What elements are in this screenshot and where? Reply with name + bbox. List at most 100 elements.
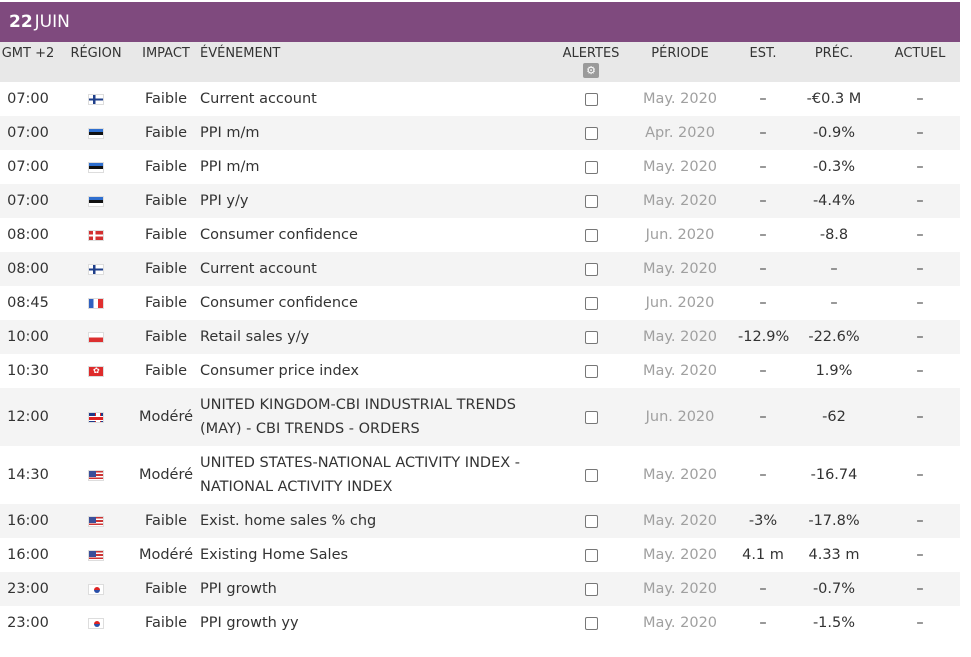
event-region <box>56 446 136 504</box>
alert-checkbox[interactable] <box>584 582 598 596</box>
alert-checkbox[interactable] <box>584 228 598 242</box>
col-header-region[interactable]: RÉGION <box>70 46 122 61</box>
table-row[interactable]: 12:00 Modéré UNITED KINGDOM-CBI INDUSTRIAL… <box>0 388 960 446</box>
event-region <box>56 388 136 446</box>
alert-checkbox[interactable] <box>584 410 598 424</box>
event-previous: -€0.3 M <box>806 91 862 107</box>
event-previous: 4.33 m <box>808 547 860 563</box>
event-alert <box>560 354 622 388</box>
event-alert <box>560 320 622 354</box>
event-actual: – <box>916 193 924 209</box>
event-period: Jun. 2020 <box>645 295 715 311</box>
event-actual: – <box>916 581 924 597</box>
alert-checkbox[interactable] <box>584 92 598 106</box>
flag-us-icon <box>88 469 104 481</box>
event-estimate: -12.9% <box>738 329 790 345</box>
alert-checkbox[interactable] <box>584 548 598 562</box>
table-row[interactable]: 23:00 Faible PPI growth yy May. 2020 – -1.5% – <box>0 606 960 640</box>
event-period: May. 2020 <box>642 581 718 597</box>
event-previous: -22.6% <box>808 329 860 345</box>
date-month: JUIN <box>34 12 70 32</box>
alert-checkbox[interactable] <box>584 468 598 482</box>
flag-fr-icon <box>88 297 104 309</box>
event-previous: -1.5% <box>812 615 856 631</box>
event-actual: – <box>916 363 924 379</box>
event-alert <box>560 150 622 184</box>
alert-checkbox[interactable] <box>584 262 598 276</box>
table-row[interactable]: 16:00 Modéré Existing Home Sales May. 2020 4… <box>0 538 960 572</box>
event-period: Jun. 2020 <box>645 409 715 425</box>
event-period: May. 2020 <box>642 363 718 379</box>
event-actual: – <box>916 615 924 631</box>
flag-fi-icon <box>88 263 104 275</box>
event-region <box>56 82 136 116</box>
table-row[interactable]: 07:00 Faible PPI m/m Apr. 2020 – -0.9% – <box>0 116 960 150</box>
col-header-prev[interactable]: PRÉC. <box>814 46 854 61</box>
alert-checkbox[interactable] <box>584 616 598 630</box>
event-actual: – <box>916 91 924 107</box>
table-row[interactable]: 10:00 Faible Retail sales y/y May. 2020 -12.… <box>0 320 960 354</box>
flag-fi-icon <box>88 93 104 105</box>
event-time: 10:00 <box>7 329 49 345</box>
col-header-impact[interactable]: IMPACT <box>142 46 190 61</box>
col-header-period[interactable]: PÉRIODE <box>651 46 709 61</box>
event-time: 08:45 <box>7 295 49 311</box>
event-region <box>56 116 136 150</box>
alert-checkbox[interactable] <box>584 296 598 310</box>
flag-ee-icon <box>88 161 104 173</box>
event-time: 08:00 <box>7 261 49 277</box>
table-row[interactable]: 14:30 Modéré UNITED STATES-NATIONAL ACTIVI… <box>0 446 960 504</box>
date-day: 22 <box>9 12 33 32</box>
event-estimate: 4.1 m <box>742 547 784 563</box>
flag-us-icon <box>88 549 104 561</box>
event-time: 23:00 <box>7 615 49 631</box>
col-header-est[interactable]: EST. <box>749 46 777 61</box>
event-period: May. 2020 <box>642 513 718 529</box>
event-estimate: – <box>759 125 767 141</box>
alert-checkbox[interactable] <box>584 514 598 528</box>
flag-us-icon <box>88 515 104 527</box>
event-estimate: – <box>759 615 767 631</box>
event-actual: – <box>916 513 924 529</box>
table-row[interactable]: 07:00 Faible PPI y/y May. 2020 – -4.4% – <box>0 184 960 218</box>
table-row[interactable]: 23:00 Faible PPI growth May. 2020 – -0.7% – <box>0 572 960 606</box>
table-row[interactable]: 08:00 Faible Current account May. 2020 – – – <box>0 252 960 286</box>
alert-checkbox[interactable] <box>584 160 598 174</box>
event-actual: – <box>916 409 924 425</box>
event-time: 16:00 <box>7 547 49 563</box>
table-row[interactable]: 10:30 Faible Consumer price index May. 2020… <box>0 354 960 388</box>
event-impact: Modéré <box>138 547 194 563</box>
event-time: 08:00 <box>7 227 49 243</box>
event-alert <box>560 504 622 538</box>
table-row[interactable]: 08:00 Faible Consumer confidence Jun. 2020 –… <box>0 218 960 252</box>
col-header-time[interactable]: GMT +2 <box>1 46 55 61</box>
gear-icon[interactable]: ⚙ <box>583 63 599 78</box>
event-previous: – <box>830 295 838 311</box>
col-header-alerts-label: ALERTES <box>562 46 620 61</box>
col-header-actual[interactable]: ACTUEL <box>894 46 946 61</box>
event-time: 07:00 <box>7 91 49 107</box>
table-row[interactable]: 08:45 Faible Consumer confidence Jun. 2020 –… <box>0 286 960 320</box>
event-time: 07:00 <box>7 193 49 209</box>
alert-checkbox[interactable] <box>584 330 598 344</box>
flag-ee-icon <box>88 127 104 139</box>
table-row[interactable]: 07:00 Faible PPI m/m May. 2020 – -0.3% – <box>0 150 960 184</box>
date-header: 22 JUIN <box>0 2 960 42</box>
event-impact: Faible <box>144 295 188 311</box>
col-header-event[interactable]: ÉVÉNEMENT <box>200 46 281 61</box>
event-region <box>56 286 136 320</box>
table-row[interactable]: 07:00 Faible Current account May. 2020 – -€0.… <box>0 82 960 116</box>
alert-checkbox[interactable] <box>584 126 598 140</box>
flag-gb-icon <box>88 411 104 423</box>
alert-checkbox[interactable] <box>584 194 598 208</box>
event-period: May. 2020 <box>642 193 718 209</box>
table-row[interactable]: 16:00 Faible Exist. home sales % chg May. 2… <box>0 504 960 538</box>
event-region <box>56 504 136 538</box>
event-actual: – <box>916 295 924 311</box>
event-name: PPI growth yy <box>200 615 299 631</box>
event-alert <box>560 606 622 640</box>
event-period: May. 2020 <box>642 547 718 563</box>
event-alert <box>560 286 622 320</box>
alert-checkbox[interactable] <box>584 364 598 378</box>
event-alert <box>560 446 622 504</box>
